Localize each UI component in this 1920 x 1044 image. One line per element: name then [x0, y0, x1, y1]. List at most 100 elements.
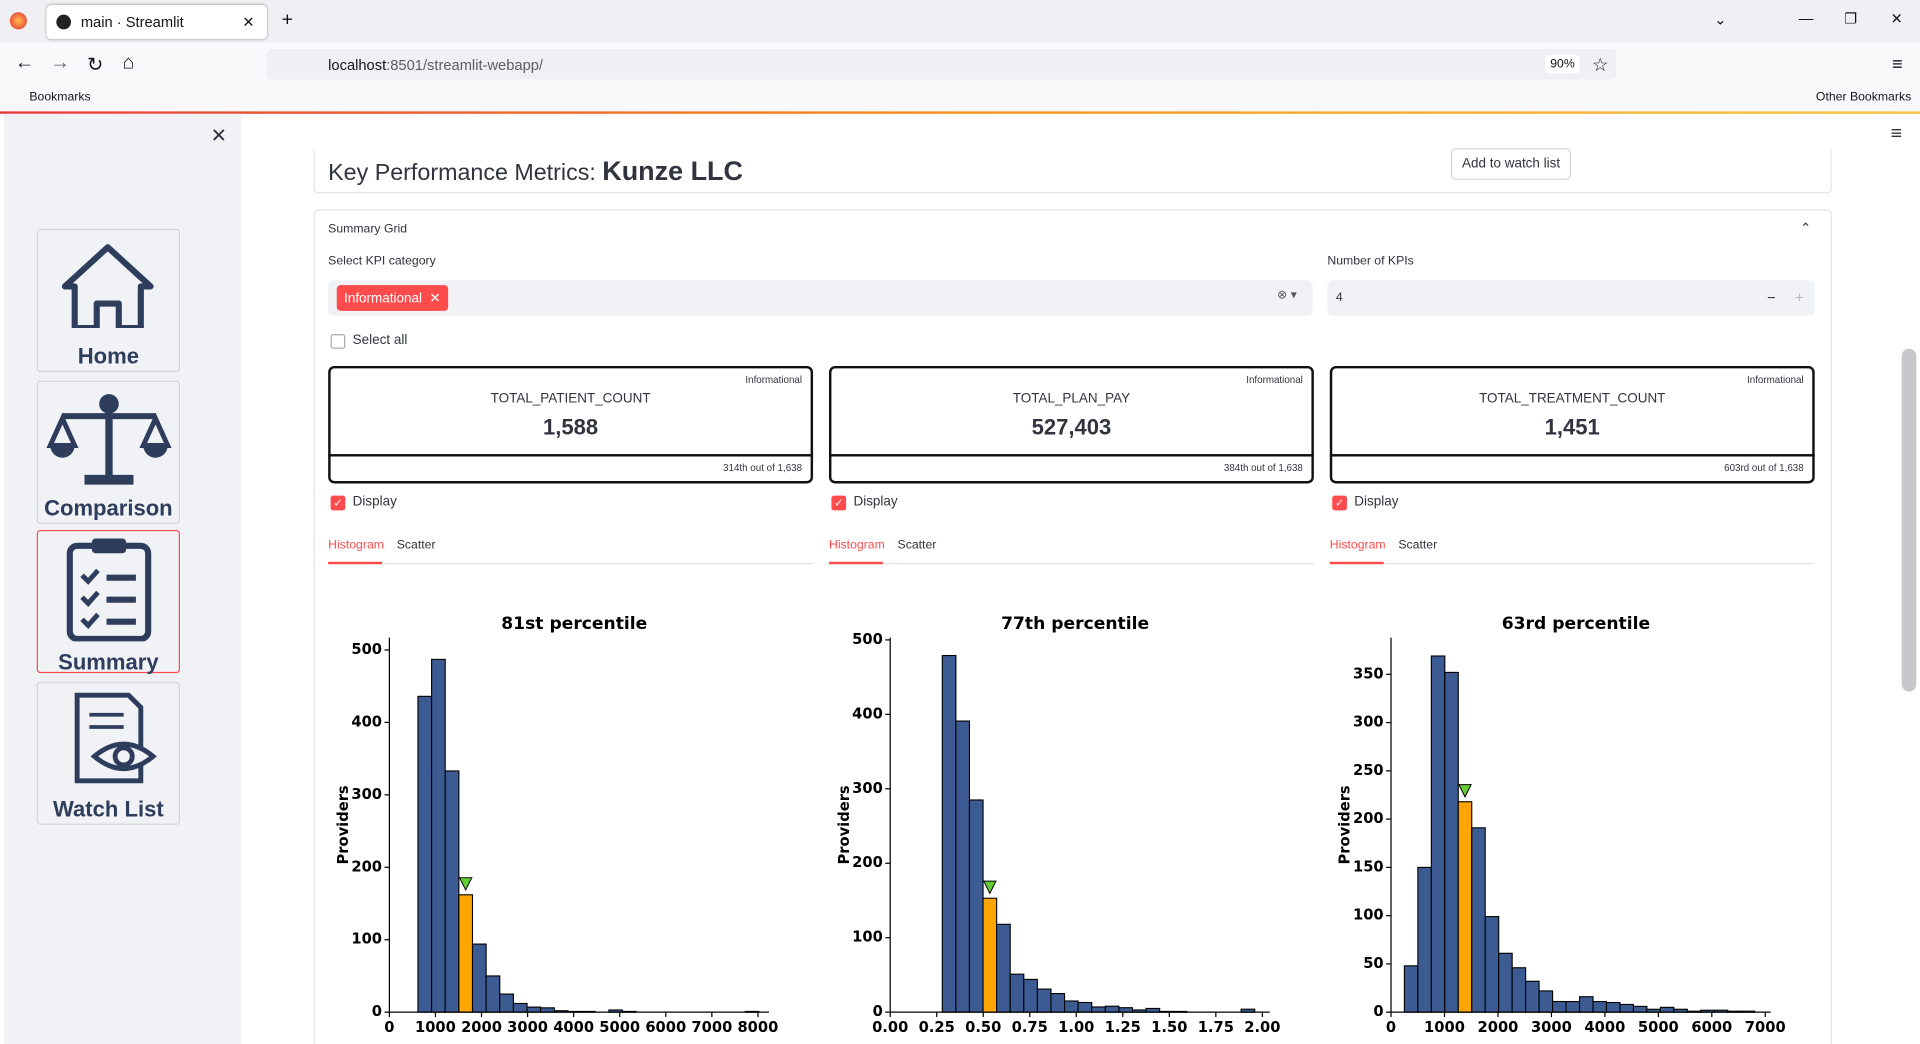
- checkbox[interactable]: ✓: [1332, 495, 1347, 511]
- tab[interactable]: Scatter: [1398, 538, 1438, 552]
- nav-card[interactable]: Home: [36, 228, 181, 373]
- increment[interactable]: +: [1795, 288, 1804, 306]
- menu[interactable]: ≡: [1891, 53, 1903, 75]
- y-tick-label: 350: [1353, 665, 1384, 682]
- nav-label: Home: [77, 343, 139, 369]
- y-tick-label: 100: [1353, 907, 1384, 924]
- tag[interactable]: Informational ✕: [336, 285, 449, 311]
- expander-label[interactable]: Summary Grid: [328, 222, 408, 237]
- x-tick-label: 5000: [599, 1019, 640, 1036]
- zoom[interactable]: 90%: [1545, 55, 1580, 74]
- provider-marker: [1458, 784, 1472, 798]
- checkbox[interactable]: ✓: [330, 495, 346, 511]
- multiselect-controls[interactable]: ⊗ ▾: [1277, 288, 1297, 303]
- back[interactable]: ←: [14, 52, 35, 74]
- tab[interactable]: Histogram: [828, 538, 885, 552]
- chart-title: 63rd percentile: [1502, 614, 1650, 634]
- bar: [1525, 980, 1540, 1013]
- y-tick-label: 0: [372, 1003, 382, 1020]
- multiselect[interactable]: [328, 280, 1313, 316]
- other-bookmarks[interactable]: Other Bookmarks: [1815, 90, 1912, 105]
- tab[interactable]: Scatter: [396, 538, 436, 552]
- y-tick-label: 200: [1353, 810, 1384, 827]
- nav-card[interactable]: Comparison: [36, 380, 181, 524]
- scrollbar[interactable]: [1901, 348, 1917, 692]
- bar: [996, 923, 1011, 1013]
- reload[interactable]: ↻: [86, 55, 104, 76]
- bar: [485, 975, 501, 1013]
- bar: [1050, 993, 1066, 1013]
- nav-card[interactable]: Watch List: [36, 681, 181, 825]
- scale-icon: [46, 394, 172, 485]
- bar: [444, 770, 460, 1013]
- close-window[interactable]: ✕: [1890, 9, 1903, 27]
- minimize[interactable]: —: [1798, 9, 1814, 27]
- maximize[interactable]: ❐: [1844, 9, 1858, 27]
- y-axis-label: Providers: [836, 785, 853, 864]
- bar: [1565, 1000, 1581, 1013]
- tab[interactable]: main · Streamlit ✕: [46, 4, 267, 40]
- kpi-rank: 603rd out of 1,638: [1724, 462, 1804, 474]
- checkbox-label: Display: [853, 494, 898, 510]
- watch-button[interactable]: Add to watch list: [1451, 148, 1572, 180]
- x-tick-label: 5000: [1638, 1019, 1679, 1036]
- bar: [1457, 801, 1473, 1013]
- checkbox-label: Select all: [352, 332, 408, 348]
- kpi-category: Informational: [1747, 374, 1804, 386]
- tab[interactable]: Histogram: [1329, 538, 1386, 552]
- bar: [1009, 973, 1025, 1013]
- kpi-value: 527,403: [1031, 414, 1112, 440]
- y-tick-label: 500: [351, 641, 382, 658]
- bar: [1444, 671, 1459, 1013]
- watch-button-label: Add to watch list: [1462, 156, 1561, 172]
- tab-close[interactable]: ✕: [242, 13, 255, 31]
- home-button[interactable]: ⌂: [122, 52, 135, 74]
- url-host: localhost: [328, 55, 387, 73]
- y-axis-label: Providers: [335, 785, 352, 864]
- bar: [1511, 967, 1527, 1013]
- provider-marker: [458, 877, 473, 892]
- sidebar-close[interactable]: ✕: [210, 126, 228, 147]
- checklist-icon: [66, 538, 152, 642]
- x-tick-label: 3000: [1531, 1019, 1572, 1036]
- bar: [1471, 827, 1486, 1013]
- bookmarks[interactable]: Bookmarks: [29, 90, 91, 105]
- field-label: Select KPI category: [328, 254, 436, 269]
- tab-list[interactable]: ⌄: [1714, 11, 1727, 29]
- number-input[interactable]: [1327, 280, 1815, 316]
- tab[interactable]: Histogram: [328, 538, 384, 552]
- bar: [1091, 1006, 1106, 1013]
- app-menu[interactable]: ≡: [1890, 123, 1903, 145]
- x-tick-label: 0: [1386, 1019, 1396, 1036]
- kpi-card: [828, 365, 1314, 484]
- y-tick-label: 0: [873, 1003, 883, 1020]
- y-tick-label: 200: [351, 858, 382, 875]
- bar: [1552, 1000, 1567, 1013]
- tab-underline: [328, 562, 814, 565]
- y-tick-label: 50: [1363, 955, 1383, 972]
- decrement[interactable]: −: [1766, 288, 1776, 306]
- x-tick-label: 1000: [1424, 1019, 1465, 1036]
- tab-underline: [1329, 562, 1815, 565]
- expander-caret[interactable]: ⌃: [1800, 221, 1812, 237]
- x-tick-label: 1.00: [1058, 1019, 1094, 1036]
- kpi-category: Informational: [745, 374, 803, 386]
- y-tick-label: 400: [852, 705, 883, 722]
- page-title: Key Performance Metrics: Kunze LLC: [328, 155, 743, 187]
- bar: [982, 897, 998, 1013]
- new-tab[interactable]: +: [281, 9, 294, 31]
- checkbox[interactable]: ✓: [831, 495, 847, 511]
- kpi-rank: 314th out of 1,638: [723, 462, 803, 474]
- tab[interactable]: Scatter: [897, 538, 937, 552]
- bar: [1498, 952, 1513, 1013]
- bookmark-star[interactable]: ☆: [1591, 54, 1609, 76]
- bar: [1417, 866, 1432, 1013]
- y-tick-label: 300: [1353, 714, 1384, 731]
- tab-title: main · Streamlit: [80, 13, 184, 31]
- forward[interactable]: →: [50, 52, 70, 74]
- nav-card[interactable]: Summary: [36, 529, 181, 674]
- url-bar[interactable]: localhost:8501/streamlit-webapp/ 90% ☆: [266, 48, 1617, 80]
- checkbox[interactable]: [330, 334, 346, 349]
